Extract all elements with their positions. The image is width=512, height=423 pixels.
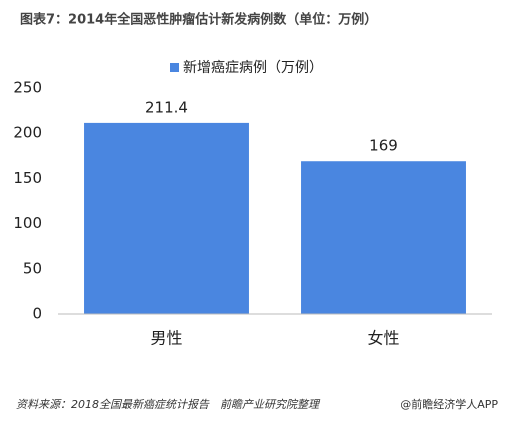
bar <box>84 122 249 314</box>
x-tick-label: 男性 <box>150 329 182 348</box>
bar <box>301 161 466 314</box>
y-tick-label: 250 <box>13 79 42 97</box>
y-tick-label: 0 <box>32 305 42 323</box>
y-tick-label: 150 <box>13 169 42 187</box>
y-tick-label: 200 <box>13 124 42 142</box>
legend-swatch <box>170 63 179 72</box>
y-tick-label: 50 <box>23 259 42 277</box>
source: 资料来源：2018全国最新癌症统计报告 前瞻产业研究院整理 <box>16 398 321 411</box>
legend-label: 新增癌症病例（万例） <box>183 60 323 76</box>
credit: @前瞻经济学人APP <box>400 397 498 411</box>
chart-title: 图表7：2014年全国恶性肿瘤估计新发病例数（单位：万例） <box>20 12 377 28</box>
value-label: 211.4 <box>145 98 188 116</box>
value-label: 169 <box>369 137 398 155</box>
x-tick-label: 女性 <box>367 329 399 348</box>
y-tick-label: 100 <box>13 214 42 232</box>
